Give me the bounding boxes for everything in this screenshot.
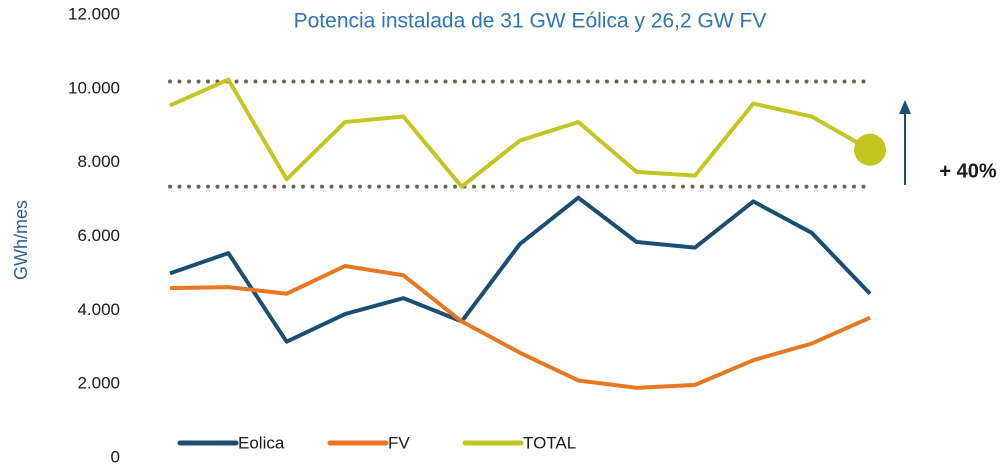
chart-title: Potencia instalada de 31 GW Eólica y 26,… — [294, 10, 767, 33]
annotation: + 40% — [939, 160, 996, 182]
y-tick-label: 8.000 — [77, 152, 120, 171]
y-tick-label: 0 — [111, 447, 120, 466]
arrow-head — [899, 100, 911, 114]
series-line — [169, 264, 871, 390]
legend-label: Eolica — [238, 433, 285, 452]
y-tick-label: 4.000 — [77, 300, 120, 319]
y-tick-label: 6.000 — [77, 226, 120, 245]
y-tick-label: 10.000 — [68, 78, 120, 97]
y-tick-label: 2.000 — [77, 374, 120, 393]
legend-label: TOTAL — [523, 433, 576, 452]
series-line — [169, 77, 871, 189]
series-line — [169, 195, 872, 344]
y-axis-label: GWh/mes — [11, 200, 31, 280]
legend-label: FV — [388, 433, 410, 452]
y-tick-label: 12.000 — [68, 4, 120, 23]
highlight-point — [854, 133, 886, 166]
